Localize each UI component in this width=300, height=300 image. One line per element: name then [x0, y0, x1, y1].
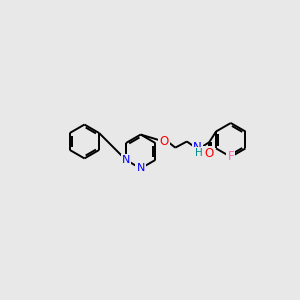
Text: O: O	[159, 135, 168, 148]
Text: O: O	[205, 147, 214, 160]
Text: N: N	[136, 164, 145, 173]
Text: H: H	[194, 148, 202, 158]
Text: N: N	[193, 141, 202, 154]
Text: N: N	[122, 155, 130, 165]
Text: F: F	[227, 150, 234, 164]
